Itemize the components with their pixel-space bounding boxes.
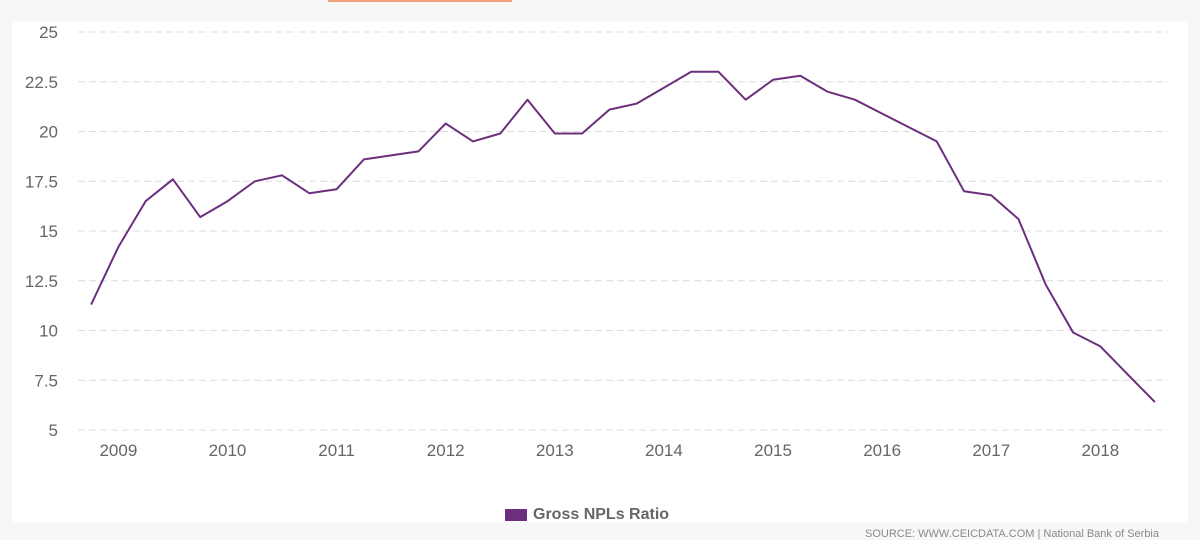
data-point[interactable] bbox=[768, 75, 778, 85]
data-point[interactable] bbox=[359, 154, 369, 164]
data-point[interactable] bbox=[468, 136, 478, 146]
line-chart: 5 7.5 10 12.5 15 17.5 20 22.5 25 2009 2010 2011 201… bbox=[25, 23, 1168, 460]
y-tick-label: 22.5 bbox=[25, 73, 58, 92]
x-tick-label: 2018 bbox=[1081, 441, 1119, 460]
data-point[interactable] bbox=[686, 67, 696, 77]
grid-layer bbox=[78, 31, 1168, 431]
data-point[interactable] bbox=[1041, 280, 1051, 290]
data-point[interactable] bbox=[1095, 341, 1105, 351]
data-point[interactable] bbox=[823, 87, 833, 97]
series-line[interactable] bbox=[90, 70, 1156, 403]
data-point[interactable] bbox=[222, 196, 232, 206]
legend-swatch bbox=[505, 509, 527, 521]
y-tick-label: 15 bbox=[39, 222, 58, 241]
data-point[interactable] bbox=[904, 123, 914, 133]
data-point[interactable] bbox=[604, 105, 614, 115]
data-point[interactable] bbox=[986, 190, 996, 200]
y-tick-label: 12.5 bbox=[25, 272, 58, 291]
data-point[interactable] bbox=[713, 67, 723, 77]
x-tick-label: 2015 bbox=[754, 441, 792, 460]
y-tick-label: 7.5 bbox=[34, 371, 58, 390]
data-point[interactable] bbox=[850, 95, 860, 105]
active-tab-indicator bbox=[328, 0, 512, 2]
data-point[interactable] bbox=[386, 150, 396, 160]
data-point[interactable] bbox=[332, 184, 342, 194]
x-tick-label: 2014 bbox=[645, 441, 683, 460]
x-tick-label: 2011 bbox=[318, 441, 355, 460]
data-point[interactable] bbox=[550, 128, 560, 138]
y-axis-ticks: 5 7.5 10 12.5 15 17.5 20 22.5 25 bbox=[25, 23, 58, 440]
data-point[interactable] bbox=[932, 136, 942, 146]
x-tick-label: 2017 bbox=[972, 441, 1010, 460]
data-point[interactable] bbox=[413, 146, 423, 156]
x-axis-ticks: 2009 2010 2011 2012 2013 2014 2015 2016 2017 2018 bbox=[99, 441, 1119, 460]
data-point[interactable] bbox=[1150, 397, 1160, 407]
chart-card: 5 7.5 10 12.5 15 17.5 20 22.5 25 2009 2010 2011 201… bbox=[12, 22, 1188, 540]
x-tick-label: 2016 bbox=[863, 441, 901, 460]
data-point[interactable] bbox=[277, 170, 287, 180]
legend-label: Gross NPLs Ratio bbox=[533, 506, 670, 523]
data-point[interactable] bbox=[659, 83, 669, 93]
data-point[interactable] bbox=[304, 188, 314, 198]
data-point[interactable] bbox=[250, 176, 260, 186]
y-tick-label: 5 bbox=[49, 421, 58, 440]
data-point[interactable] bbox=[495, 128, 505, 138]
data-point[interactable] bbox=[195, 212, 205, 222]
data-point[interactable] bbox=[741, 95, 751, 105]
y-tick-label: 10 bbox=[39, 322, 58, 341]
legend[interactable]: Gross NPLs Ratio bbox=[505, 506, 669, 524]
data-point[interactable] bbox=[141, 196, 151, 206]
x-tick-label: 2010 bbox=[209, 441, 247, 460]
data-point[interactable] bbox=[1123, 369, 1133, 379]
data-point[interactable] bbox=[959, 186, 969, 196]
data-point[interactable] bbox=[523, 95, 533, 105]
data-point[interactable] bbox=[632, 99, 642, 109]
x-tick-label: 2009 bbox=[99, 441, 137, 460]
top-strip bbox=[0, 0, 1200, 22]
source-note: SOURCE: WWW.CEICDATA.COM | National Bank… bbox=[864, 528, 1159, 540]
data-point[interactable] bbox=[795, 71, 805, 81]
y-tick-label: 17.5 bbox=[25, 172, 58, 191]
data-point[interactable] bbox=[1014, 214, 1024, 224]
data-point[interactable] bbox=[441, 119, 451, 129]
data-point[interactable] bbox=[86, 300, 96, 310]
data-point[interactable] bbox=[877, 109, 887, 119]
data-point[interactable] bbox=[168, 174, 178, 184]
x-tick-label: 2013 bbox=[536, 441, 574, 460]
y-tick-label: 20 bbox=[39, 123, 58, 142]
data-point[interactable] bbox=[1068, 327, 1078, 337]
series-layer bbox=[86, 67, 1160, 407]
data-point[interactable] bbox=[577, 128, 587, 138]
y-tick-label: 25 bbox=[39, 23, 58, 42]
x-tick-label: 2012 bbox=[427, 441, 465, 460]
data-point[interactable] bbox=[113, 242, 123, 252]
